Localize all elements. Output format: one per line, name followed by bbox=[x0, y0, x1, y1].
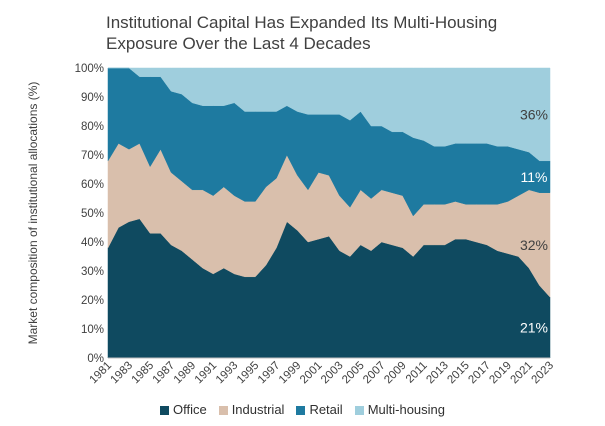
data-label-office: 21% bbox=[520, 320, 548, 336]
y-tick-label: 30% bbox=[81, 266, 104, 278]
legend-item-industrial: Industrial bbox=[218, 402, 285, 417]
legend: Office Industrial Retail Multi-housing bbox=[0, 402, 605, 417]
x-tick-label: 1999 bbox=[277, 360, 304, 387]
x-tick-label: 2015 bbox=[445, 360, 472, 387]
x-tick-label: 2003 bbox=[319, 360, 346, 387]
x-tick-label: 2013 bbox=[424, 360, 451, 387]
y-tick-label: 80% bbox=[81, 121, 104, 133]
y-axis-label: Market composition of institutional allo… bbox=[26, 82, 40, 345]
x-tick-label: 2007 bbox=[361, 360, 388, 387]
legend-label: Office bbox=[172, 402, 207, 417]
legend-swatch bbox=[218, 406, 228, 415]
x-tick-label: 1995 bbox=[235, 360, 262, 387]
legend-label: Industrial bbox=[231, 402, 285, 417]
x-tick-label: 1983 bbox=[109, 360, 136, 387]
x-tick-label: 2019 bbox=[487, 360, 514, 387]
chart-title-line-2: Exposure Over the Last 4 Decades bbox=[106, 34, 371, 53]
legend-label: Multi-housing bbox=[367, 402, 446, 417]
legend-item-office: Office bbox=[159, 402, 207, 417]
y-tick-label: 10% bbox=[81, 324, 104, 336]
legend-item-retail: Retail bbox=[296, 402, 343, 417]
legend-swatch bbox=[296, 406, 306, 415]
y-tick-label: 20% bbox=[81, 295, 104, 307]
data-label-industrial: 32% bbox=[520, 237, 548, 253]
stacked-area-chart: 36% 11% 32% 21% 0% 10% 20% 30% 40% 50% 60% 70% 80% 9… bbox=[26, 63, 557, 387]
x-tick-label: 2005 bbox=[340, 360, 367, 387]
x-tick-label: 2021 bbox=[509, 360, 536, 387]
data-label-retail: 11% bbox=[521, 169, 548, 185]
legend-item-multi-housing: Multi-housing bbox=[354, 402, 446, 417]
x-tick-label: 1985 bbox=[130, 360, 157, 387]
y-tick-label: 60% bbox=[81, 179, 104, 191]
x-tick-label: 1987 bbox=[151, 360, 178, 387]
y-tick-label: 40% bbox=[81, 237, 104, 249]
x-tick-label: 2009 bbox=[382, 360, 409, 387]
data-label-multi-housing: 36% bbox=[520, 106, 548, 122]
area-layers bbox=[107, 67, 551, 359]
legend-swatch bbox=[354, 406, 364, 415]
y-tick-label: 90% bbox=[81, 92, 104, 104]
area-multi-housing bbox=[108, 67, 551, 162]
x-axis: 1981198319851987198919911993199519971999… bbox=[88, 357, 557, 387]
y-tick-label: 50% bbox=[81, 208, 104, 220]
chart-title: Institutional Capital Has Expanded Its M… bbox=[106, 12, 586, 54]
x-tick-label: 2017 bbox=[466, 360, 493, 387]
legend-label: Retail bbox=[309, 402, 343, 417]
x-tick-label: 1991 bbox=[193, 360, 220, 387]
legend-swatch bbox=[159, 406, 169, 415]
y-tick-label: 70% bbox=[81, 150, 104, 162]
y-tick-label: 100% bbox=[75, 63, 104, 75]
x-tick-label: 2011 bbox=[404, 360, 430, 386]
x-tick-label: 2001 bbox=[298, 360, 325, 387]
data-labels: 36% 11% 32% 21% bbox=[520, 106, 548, 335]
x-tick-label: 1989 bbox=[172, 360, 199, 387]
chart-title-line-1: Institutional Capital Has Expanded Its M… bbox=[106, 13, 498, 32]
y-tick-label: 0% bbox=[87, 353, 104, 365]
y-axis: 0% 10% 20% 30% 40% 50% 60% 70% 80% 90% 100% bbox=[75, 63, 104, 365]
x-tick-label: 1993 bbox=[214, 360, 241, 387]
x-tick-label: 2023 bbox=[530, 360, 557, 387]
x-tick-label: 1997 bbox=[256, 360, 283, 387]
